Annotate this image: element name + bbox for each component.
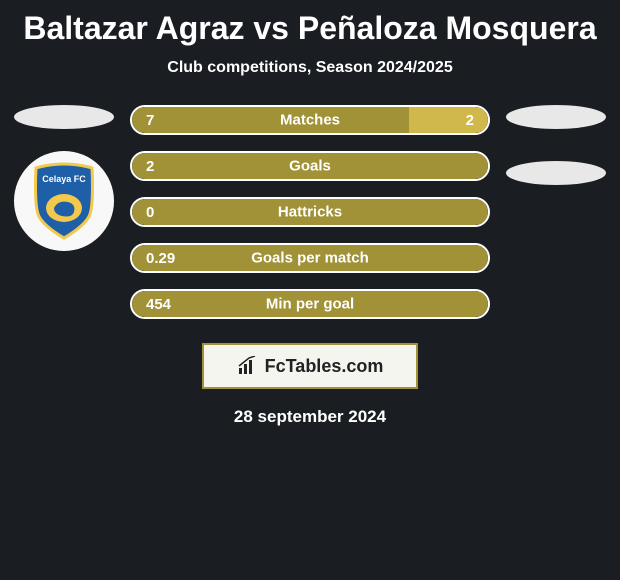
stat-label: Hattricks	[278, 204, 342, 221]
stat-value-left: 2	[132, 158, 154, 175]
stat-bar: 7 2 Matches	[130, 105, 490, 135]
brand-box: FcTables.com	[202, 343, 418, 389]
stat-value-left: 0.29	[132, 250, 175, 267]
club-right-placeholder	[506, 161, 606, 185]
player-left-col: Celaya FC	[8, 105, 120, 251]
stat-label: Goals	[289, 158, 331, 175]
player-left-avatar-placeholder	[14, 105, 114, 129]
stat-value-right: 2	[466, 112, 488, 129]
date-text: 28 september 2024	[0, 407, 620, 427]
svg-text:Celaya FC: Celaya FC	[42, 174, 86, 184]
stats-bars: 72Matches20Goals00Hattricks0.29Goals per…	[120, 105, 500, 335]
season-subtitle: Club competitions, Season 2024/2025	[0, 59, 620, 77]
stat-segment-left: 7	[132, 107, 409, 133]
stat-value-left: 7	[132, 112, 154, 129]
club-shield-icon: Celaya FC	[28, 162, 100, 240]
player-right-avatar-placeholder	[506, 105, 606, 129]
stat-value-left: 0	[132, 204, 154, 221]
brand-text: FcTables.com	[265, 356, 384, 377]
stat-bar: 0.29 Goals per match	[130, 243, 490, 273]
stat-bar: 20Goals	[130, 151, 490, 181]
stat-value-left: 454	[132, 296, 171, 313]
stat-bar: 454 Min per goal	[130, 289, 490, 319]
comparison-title: Baltazar Agraz vs Peñaloza Mosquera	[0, 10, 620, 47]
player-right-col	[500, 105, 612, 185]
club-logo-left: Celaya FC	[14, 151, 114, 251]
stat-label: Goals per match	[251, 250, 369, 267]
stat-label: Matches	[280, 112, 340, 129]
stat-segment-right: 2	[409, 107, 488, 133]
stat-bar: 00Hattricks	[130, 197, 490, 227]
chart-icon	[237, 356, 259, 376]
comparison-body: Celaya FC 72Matches20Goals00Hattricks0.2…	[0, 105, 620, 335]
stat-label: Min per goal	[266, 296, 354, 313]
